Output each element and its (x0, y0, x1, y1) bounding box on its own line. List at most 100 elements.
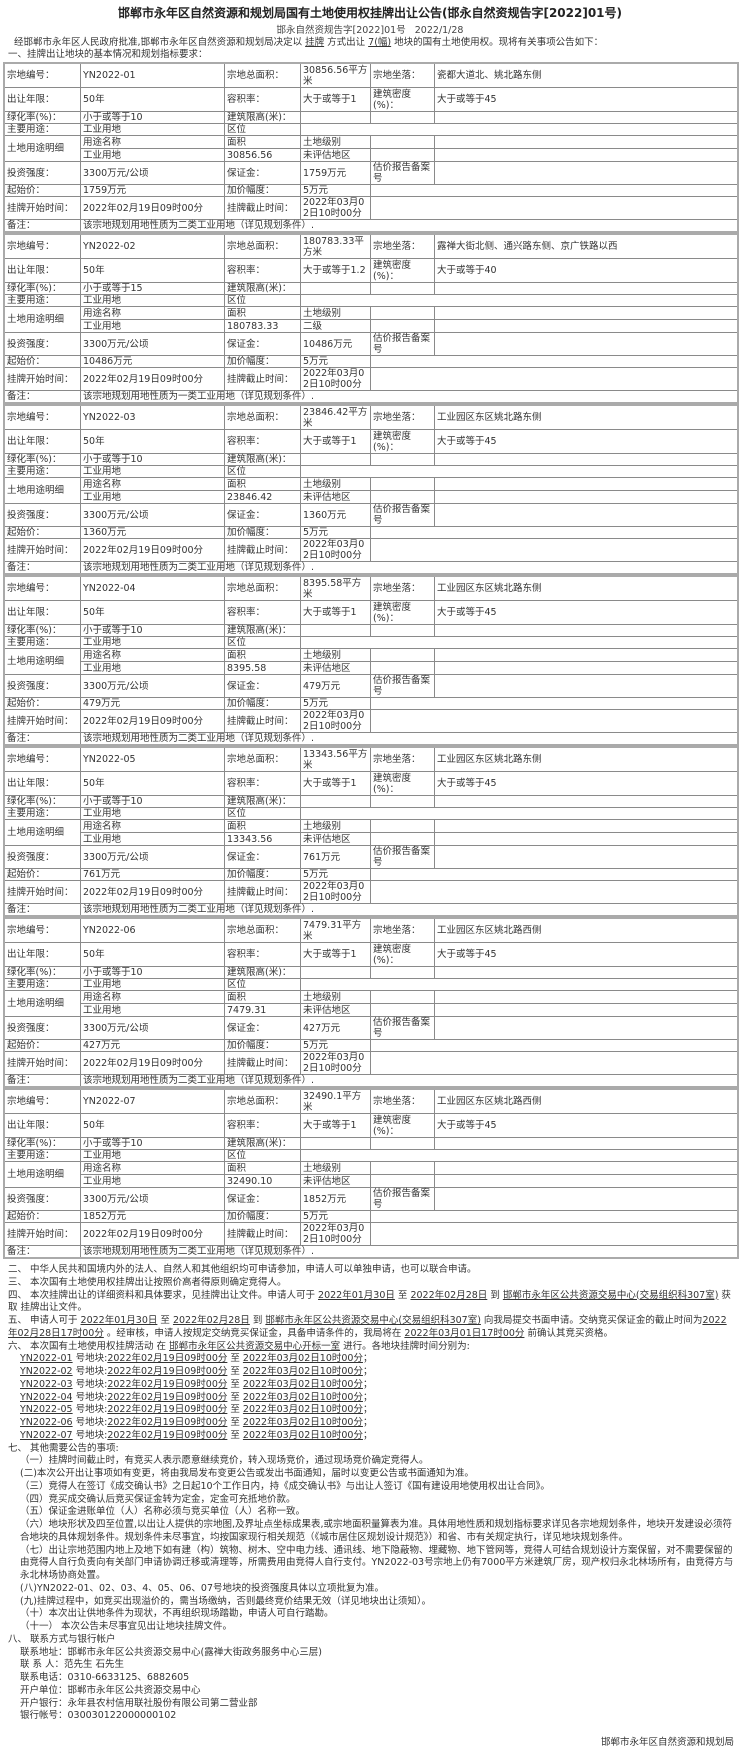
table-row: 备注： 该宗地规划用地性质为二类工业用地（详见规划条件）. (4, 219, 738, 232)
notice-text: 开户单位：邯郸市永年区公共资源交易中心 (20, 1684, 201, 1696)
notice-line: （三）竞得人在签订《成交确认书》之日起10个工作日内，持《成交确认书》与出让人签… (8, 1481, 736, 1494)
notice-line: 二、 中华人民共和国境内外的法人、自然人和其他组织均可申请参加，申请人可以单独申… (8, 1264, 736, 1277)
label-loc: 宗地坐落： (373, 241, 421, 252)
label-height: 建筑限高(米)： (227, 796, 292, 807)
value-increment: 5万元 (303, 185, 329, 196)
doc-date: 2022/1/28 (414, 25, 464, 36)
notice-line: YN2022-07 号地块:2022年02月19日09时00分 至 2022年0… (8, 1430, 736, 1443)
underlined-text: 邯郸市永年区公共资源交易中心开标一室 (169, 1340, 341, 1352)
underlined-text: 2022年02月19日09时00分 (107, 1378, 228, 1390)
notice-text: （四）竞买成交确认后竞买保证金转为定金，定金可充抵地价款。 (20, 1493, 296, 1505)
label-appraisal: 估价报告备案号 (373, 333, 431, 355)
table-row: 绿化率(%)： 小于或等于15 建筑限高(米)： (4, 282, 738, 295)
table-row: 土地用途明细 用途名称 面积 土地级别 (4, 306, 738, 333)
intro-text: 地块的国有土地使用权。现将有关事项公告如下： (391, 37, 604, 48)
value-invest: 3300万元/公顷 (83, 509, 149, 521)
notice-body: 二、 中华人民共和国境内外的法人、自然人和其他组织均可申请参加，申请人可以单独申… (8, 1264, 736, 1750)
value-level: 未评估地区 (303, 833, 351, 845)
value-end_time: 2022年03月02日10时00分 (303, 197, 365, 219)
label-far: 容积率： (227, 949, 266, 960)
table-row: 起始价： 427万元 加价幅度： 5万元 (4, 1039, 738, 1052)
value-area_num: 32490.10 (227, 1175, 273, 1187)
label-deposit: 保证金： (227, 167, 266, 179)
label-detail: 土地用途明细 (7, 827, 65, 838)
notice-line: （一）挂牌时间截止时，有竞买人表示愿意继续竞价，转入现场竞价，通过现场竞价确定竞… (8, 1455, 736, 1468)
value-start_price: 1852万元 (83, 1211, 127, 1222)
value-id: YN2022-07 (83, 1096, 136, 1107)
notice-line: 联系地址：邯郸市永年区公共资源交易中心(露禅大街政务服务中心三层) (8, 1647, 736, 1660)
notice-line: 八、 联系方式与银行帐户 (8, 1634, 736, 1647)
label-start_price: 起始价： (7, 1040, 46, 1051)
underlined-text: 2022年02月19日09时00分 (107, 1417, 228, 1428)
value-use_name: 工业用地 (83, 1175, 122, 1187)
intro-text: 经邯郸市永年区人民政府批准,邯郸市永年区自然资源和规划局决定以 (14, 37, 306, 48)
table-row: 土地用途明细 用途名称 面积 土地级别 (4, 1161, 738, 1188)
notice-line: 开户单位：邯郸市永年区公共资源交易中心 (8, 1685, 736, 1698)
value-deposit: 1759万元 (303, 167, 347, 179)
label-invest: 投资强度： (7, 338, 55, 350)
label-term: 出让年限： (7, 436, 55, 447)
notice-text: 至 (394, 1289, 411, 1301)
table-row: 土地用途明细 用途名称 面积 土地级别 (4, 819, 738, 846)
label-area: 宗地总面积： (227, 412, 285, 423)
value-note: 该宗地规划用地性质为二类工业用地（详见规划条件）. (83, 1075, 315, 1086)
notice-text: ； (362, 1391, 373, 1403)
value-invest: 3300万元/公顷 (83, 338, 149, 350)
underlined-text: 2022年01月30日 (80, 1315, 158, 1326)
value-deposit: 427万元 (303, 1022, 341, 1034)
label-deposit: 保证金： (227, 1193, 266, 1205)
table-row: 挂牌开始时间： 2022年02月19日09时00分 挂牌截止时间： 2022年03月0… (4, 367, 738, 391)
table-row: 挂牌开始时间： 2022年02月19日09时00分 挂牌截止时间： 2022年03月0… (4, 196, 738, 220)
value-green: 小于或等于10 (83, 796, 143, 807)
notice-text: 联系电话：0310-6633125、6882605 (20, 1672, 190, 1683)
label-area: 宗地总面积： (227, 241, 285, 252)
label-zone: 区位 (227, 637, 247, 648)
label-term: 出让年限： (7, 265, 55, 276)
label-use: 主要用途： (7, 637, 55, 648)
label-use_name: 用途名称 (83, 307, 122, 319)
underlined-text: 2022年02月28日17时00分 (8, 1315, 727, 1339)
value-density: 大于或等于45 (437, 94, 497, 105)
value-loc: 工业园区东区姚北路东侧 (437, 583, 542, 594)
value-green: 小于或等于10 (83, 1138, 143, 1149)
value-use_name: 工业用地 (83, 662, 122, 674)
notice-line: 三、 本次国有土地使用权挂牌出让按照价高者得原则确定竞得人。 (8, 1277, 736, 1290)
value-term: 50年 (83, 436, 105, 447)
value-area: 13343.56平方米 (303, 748, 368, 771)
notice-text: 号地块: (72, 1404, 108, 1416)
label-level: 土地级别 (303, 478, 342, 490)
label-use_name: 用途名称 (83, 649, 122, 661)
value-area_num: 8395.58 (227, 662, 267, 674)
table-row: 主要用途： 工业用地 区位 (4, 807, 738, 820)
value-area: 7479.31平方米 (303, 919, 362, 942)
label-green: 绿化率(%)： (7, 112, 62, 123)
notice-text: 五、 申请人可于 (8, 1315, 81, 1326)
value-level: 未评估地区 (303, 662, 351, 674)
label-level: 土地级别 (303, 1162, 342, 1174)
value-area: 30856.56平方米 (303, 64, 368, 87)
underlined-text: YN2022-06 (20, 1417, 73, 1428)
notice-text: （五）保证金进账单位（人）名称必须与竞买单位（人）名称一致。 (20, 1506, 306, 1518)
label-term: 出让年限： (7, 607, 55, 618)
table-row: 绿化率(%)： 小于或等于10 建筑限高(米)： (4, 624, 738, 637)
notice-line: （六）地块形状及四至位置,以出让人提供的宗地图,及界址点坐标成果表,或宗地面积量… (8, 1519, 736, 1545)
label-level: 土地级别 (303, 991, 342, 1003)
label-start_time: 挂牌开始时间： (7, 715, 74, 727)
value-level: 二级 (303, 320, 323, 332)
table-row: 挂牌开始时间： 2022年02月19日09时00分 挂牌截止时间： 2022年03月0… (4, 1051, 738, 1075)
label-far: 容积率： (227, 436, 266, 447)
label-note: 备注： (7, 391, 36, 402)
underlined-text: 邯郸市永年区公共资源交易中心(交易组织科307室) (265, 1315, 481, 1326)
value-deposit: 1360万元 (303, 509, 347, 521)
label-green: 绿化率(%)： (7, 454, 62, 465)
value-area_num: 30856.56 (227, 149, 273, 161)
table-row: 工业用地 7479.31 未评估地区 (5, 1003, 738, 1017)
value-start_time: 2022年02月19日09时00分 (83, 715, 204, 727)
table-row: 宗地编号： YN2022-01 宗地总面积： 30856.56平方米 宗地坐落： 瓷都大道… (4, 63, 738, 88)
notice-line: YN2022-04 号地块:2022年02月19日09时00分 至 2022年0… (8, 1392, 736, 1405)
table-row: 挂牌开始时间： 2022年02月19日09时00分 挂牌截止时间： 2022年03月0… (4, 538, 738, 562)
value-use_name: 工业用地 (83, 320, 122, 332)
underlined-text: YN2022-07 (20, 1429, 73, 1441)
value-id: YN2022-01 (83, 70, 136, 81)
value-level: 未评估地区 (303, 1175, 351, 1187)
